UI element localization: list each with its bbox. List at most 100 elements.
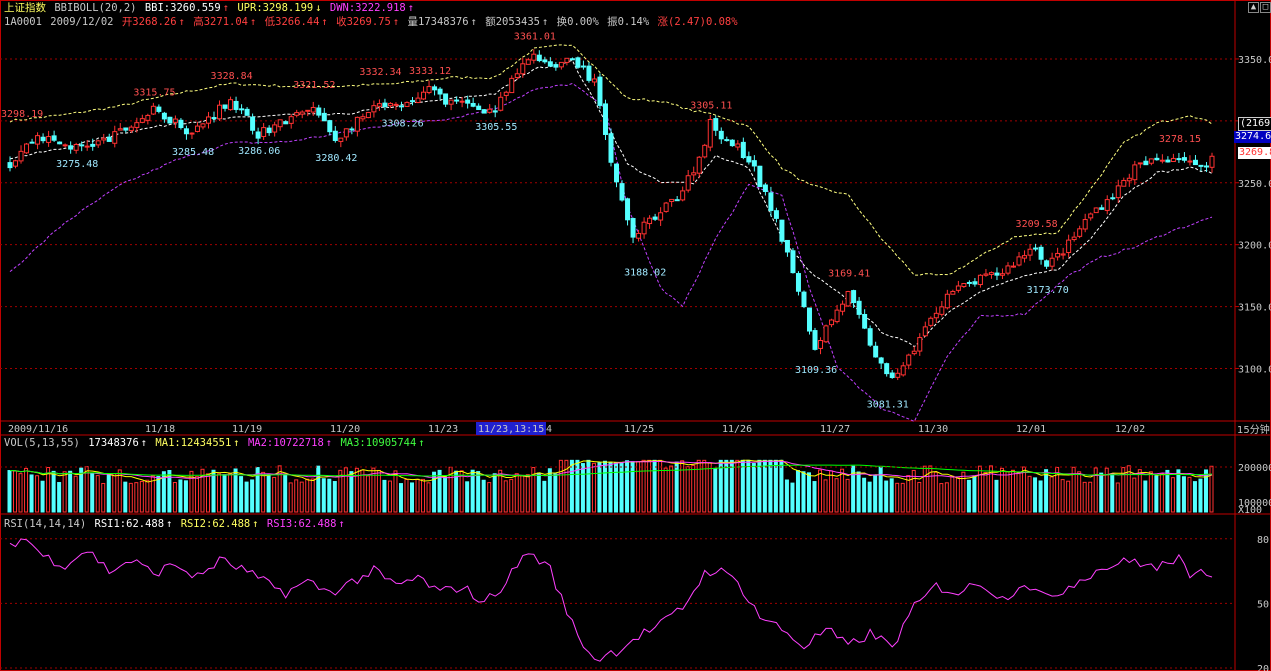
volume-bar: [895, 482, 900, 513]
volume-bar: [647, 459, 652, 513]
rsi-line: [9, 538, 1213, 662]
volume-bar: [503, 480, 508, 513]
candle-body: [1181, 157, 1187, 161]
volume-arrow: ↑: [470, 16, 477, 28]
upr-arrow: ↓: [315, 2, 322, 14]
time-axis-label: 11/23: [428, 424, 458, 435]
candle-body: [994, 272, 1000, 276]
candle-body: [553, 64, 559, 68]
volume-bar: [525, 474, 530, 513]
volume-bar: [277, 465, 282, 513]
candle-body: [454, 99, 460, 102]
candle-body: [614, 163, 620, 183]
candle-body: [542, 59, 548, 63]
volume-bar: [773, 459, 778, 513]
volume-bar: [228, 473, 233, 513]
candle-body: [40, 136, 46, 142]
volume-bar: [332, 481, 337, 513]
candle-body: [1165, 159, 1171, 163]
candle-body: [1154, 157, 1160, 161]
volume-bar: [856, 471, 861, 513]
vol-arrow: ↑: [140, 437, 148, 449]
volume-bar: [1126, 465, 1131, 513]
volume-bar: [972, 475, 977, 513]
candle-body: [503, 91, 509, 96]
volume-bar: [454, 470, 459, 513]
candle-body: [332, 130, 338, 141]
candle-body: [911, 350, 917, 355]
candle-body: [239, 108, 245, 111]
index-name: 上证指数: [4, 2, 46, 14]
candle-body: [1187, 160, 1193, 163]
volume-bar: [156, 476, 161, 513]
candle-body: [1055, 252, 1061, 258]
volume-bar: [217, 473, 222, 513]
volume-bar: [382, 479, 387, 513]
candle-body: [95, 140, 101, 146]
volume-bar: [1033, 477, 1038, 513]
candle-body: [536, 54, 542, 62]
volume-bar: [376, 469, 381, 513]
volume-bar: [46, 466, 51, 513]
volume-bar: [1159, 473, 1164, 513]
candle-body: [1060, 253, 1066, 256]
volume-bar: [410, 482, 415, 513]
ma2-value: MA2:10722718: [247, 437, 324, 449]
volume-bar: [172, 482, 177, 513]
volume-bar: [437, 469, 442, 513]
volume-bar: [194, 476, 199, 513]
volume-bar: [922, 465, 927, 513]
candle-body: [779, 219, 785, 242]
candle-body: [222, 104, 228, 109]
volume-bar: [1121, 467, 1126, 513]
candle-body: [608, 133, 614, 163]
candle-body: [123, 127, 129, 131]
volume-bar: [1082, 481, 1087, 513]
candle-body: [1192, 159, 1198, 166]
time-axis-label: 2009/11/16: [8, 424, 68, 435]
bollinger-upper-band: [9, 44, 1213, 276]
price-tick-label: 3100.0: [1238, 364, 1271, 375]
volume-bar: [580, 463, 585, 513]
volume-bar: [139, 480, 144, 513]
volume-ma3-line: [9, 464, 1213, 477]
price-annotation: 3321.52: [293, 80, 335, 91]
volume-bar: [51, 470, 56, 513]
candle-body: [481, 109, 487, 114]
candle-body: [90, 143, 96, 147]
volume-bar: [1181, 476, 1186, 513]
volume-bar: [266, 473, 271, 513]
candle-body: [1066, 239, 1072, 254]
volume-bar: [244, 481, 249, 513]
candle-body: [1033, 247, 1039, 250]
candle-body: [1126, 177, 1132, 182]
candle-body: [277, 119, 283, 128]
volume-bar: [575, 459, 580, 513]
maximize-icon[interactable]: □: [1260, 2, 1271, 13]
volume-bar: [73, 475, 78, 513]
volume-bar: [751, 463, 756, 513]
turnover-value: 换0.00%: [556, 16, 599, 28]
time-cursor-label: 11/23,13:15: [478, 424, 544, 435]
candle-body: [724, 139, 730, 142]
volume-bar: [1011, 469, 1016, 513]
time-axis-label: 11/27: [820, 424, 850, 435]
volume-bar: [691, 464, 696, 513]
scroll-up-icon[interactable]: ▲: [1248, 2, 1259, 13]
candle-body: [217, 104, 223, 120]
volume-bar: [145, 479, 150, 513]
volume-bar: [762, 459, 767, 513]
candle-body: [575, 57, 581, 68]
candle-body: [134, 122, 140, 128]
candle-body: [955, 285, 961, 291]
volume-tick-label: 200000: [1238, 463, 1271, 474]
candle-body: [878, 357, 884, 364]
candle-body: [922, 326, 928, 337]
candle-body: [762, 184, 768, 192]
volume-bar: [178, 479, 183, 513]
candle-body: [128, 126, 134, 132]
volume-bar: [1066, 480, 1071, 513]
volume-bar: [614, 461, 619, 513]
volume-bar: [90, 472, 95, 513]
volume-bar: [360, 469, 365, 513]
